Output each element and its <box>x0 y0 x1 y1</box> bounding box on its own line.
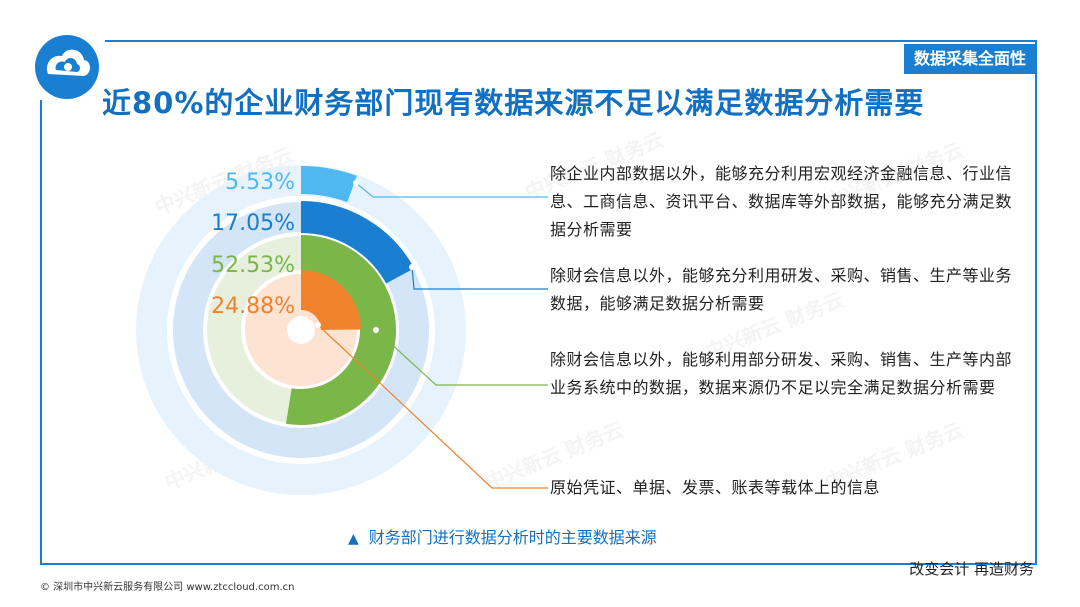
leader-line-1 <box>355 182 548 198</box>
value-label-4: 24.88% <box>211 294 295 319</box>
bar-arc-4 <box>299 270 361 332</box>
leader-dot-4 <box>315 322 321 328</box>
footer-slogan: 改变会计 再造财务 <box>909 560 1034 578</box>
leader-line-3 <box>375 329 548 386</box>
leader-dot-2 <box>409 264 415 270</box>
center-dot <box>287 316 315 344</box>
leader-dot-3 <box>373 327 379 333</box>
frame-top-line <box>105 40 1037 42</box>
value-label-2: 17.05% <box>211 211 295 236</box>
leader-dot-1 <box>353 180 359 186</box>
cloud-logo-icon <box>35 35 99 99</box>
frame-right-line <box>1035 40 1037 565</box>
bar-arc-2 <box>300 201 415 284</box>
page-title: 近80%的企业财务部门现有数据来源不足以满足数据分析需要 <box>102 86 925 120</box>
ring-separator <box>167 196 435 464</box>
description-4: 原始凭证、单据、发票、账表等载体上的信息 <box>550 478 881 497</box>
ring-separator <box>203 232 399 428</box>
bar-arc-1 <box>300 166 357 203</box>
chart-caption-text: 财务部门进行数据分析时的主要数据来源 <box>368 528 657 547</box>
frame-left-line <box>40 100 42 565</box>
bar-arc-3 <box>285 235 396 425</box>
leader-line-2 <box>411 266 548 290</box>
description-2: 除财会信息以外，能够充分利用研发、采购、销售、生产等业务数据，能够满足数据分析需… <box>550 266 1013 313</box>
frame-bottom-line <box>40 563 1037 565</box>
description-3: 除财会信息以外，能够利用部分研发、采购、销售、生产等内部业务系统中的数据，数据来… <box>550 350 1013 397</box>
footer-copyright: © 深圳市中兴新云服务有限公司 www.ztccloud.com.cn <box>40 582 295 593</box>
leader-line-4 <box>317 324 548 489</box>
value-label-3: 52.53% <box>211 253 295 278</box>
description-1: 除企业内部数据以外，能够充分利用宏观经济金融信息、行业信息、工商信息、资讯平台、… <box>550 164 1013 239</box>
section-tag: 数据采集全面性 <box>903 44 1036 74</box>
triangle-up-icon: ▲ <box>348 531 359 547</box>
chart-caption: ▲ 财务部门进行数据分析时的主要数据来源 <box>348 524 657 548</box>
value-label-1: 5.53% <box>225 170 295 195</box>
